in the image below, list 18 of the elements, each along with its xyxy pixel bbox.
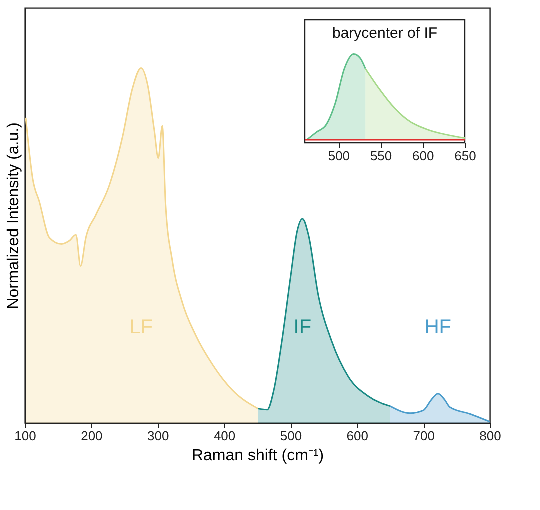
x-tick-label: 700: [413, 428, 435, 444]
x-tick-label: 600: [346, 428, 368, 444]
x-axis-title: Raman shift (cm⁻¹): [192, 448, 324, 464]
series-label: LF: [130, 316, 153, 339]
x-tick-label: 300: [148, 428, 170, 444]
x-tick-label: 650: [454, 148, 476, 164]
x-tick-label: 800: [480, 428, 502, 444]
x-tick-label: 600: [412, 148, 434, 164]
x-tick-label: 400: [214, 428, 236, 444]
x-tick-label: 200: [81, 428, 103, 444]
text: HF: [424, 316, 452, 339]
chart-title: barycenter of IF: [332, 25, 438, 42]
y-axis-title: Normalized Intensity (a.u.): [6, 122, 22, 310]
x-tick-label: 500: [280, 428, 302, 444]
x-tick-label: 550: [370, 148, 392, 164]
x-tick-label: 100: [14, 428, 36, 444]
series-label: IF: [294, 316, 312, 339]
x-tick-label: 500: [328, 148, 350, 164]
